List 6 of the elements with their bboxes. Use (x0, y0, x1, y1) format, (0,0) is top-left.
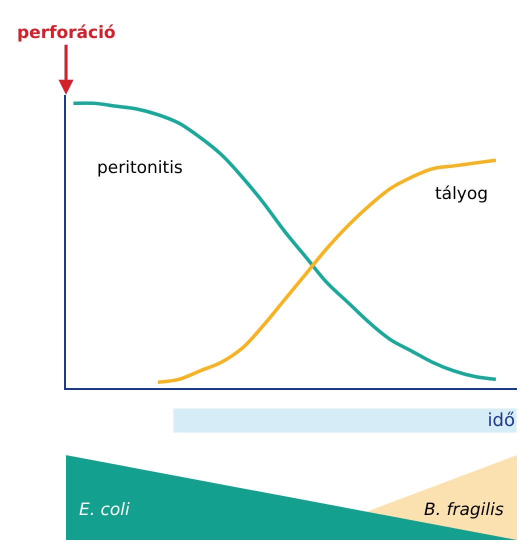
series-label: E. coli (79, 500, 130, 520)
series-label: peritonitis (97, 158, 183, 178)
text: perforáció (17, 23, 116, 43)
series-label: tályog (435, 184, 488, 204)
series-label: B. fragilis (424, 500, 504, 520)
x-axis-title: idő (488, 410, 515, 431)
